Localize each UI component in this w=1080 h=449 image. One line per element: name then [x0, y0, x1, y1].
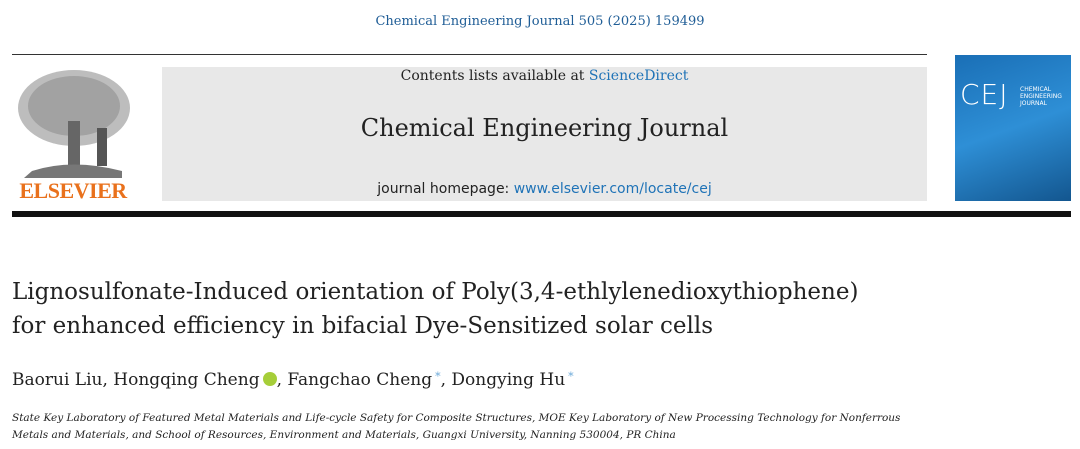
journal-band — [162, 67, 927, 201]
author-separator: , — [102, 370, 114, 390]
publisher: ELSEVIER — [19, 178, 127, 203]
journal-title: Chemical Engineering Journal — [360, 114, 729, 142]
cover-abbreviation: CEJ — [960, 78, 1009, 111]
homepage-prefix: journal homepage: — [377, 181, 514, 197]
sciencedirect-link[interactable]: ScienceDirect — [588, 68, 689, 84]
affiliation: State Key Laboratory of Featured Metal M… — [12, 412, 901, 441]
homepage-line: journal homepage: www.elsevier.com/locat… — [162, 181, 927, 197]
authors: Baorui Liu, Hongqing Cheng, Fangchao Che… — [12, 370, 574, 390]
rule — [12, 54, 927, 55]
citation[interactable]: Chemical Engineering Journal 505 (2025) … — [375, 14, 705, 29]
contents-prefix: Contents lists available at — [400, 68, 589, 84]
corresponding-mark[interactable]: * — [435, 370, 441, 383]
author-separator: , — [440, 370, 452, 390]
title-line: for enhanced efficiency in bifacial Dye-… — [12, 313, 714, 339]
journal-cover[interactable] — [955, 55, 1071, 201]
corresponding-mark[interactable]: * — [568, 370, 574, 383]
author-name[interactable]: Baorui Liu — [12, 370, 103, 390]
publisher-logo — [12, 66, 134, 178]
cover-name-line: JOURNAL — [1020, 100, 1047, 107]
cover-name: CHEMICAL ENGINEERING JOURNAL — [1020, 86, 1062, 107]
homepage-link[interactable]: www.elsevier.com/locate/cej — [513, 181, 712, 197]
title-line: Lignosulfonate-Induced orientation of Po… — [12, 279, 859, 305]
author-name[interactable]: Dongying Hu — [451, 370, 566, 390]
author-name[interactable]: Hongqing Cheng — [113, 370, 260, 390]
cover-name-line: ENGINEERING — [1020, 93, 1062, 100]
orcid-icon[interactable] — [262, 372, 277, 386]
contents-line: Contents lists available at ScienceDirec… — [162, 68, 927, 84]
cover-name-line: CHEMICAL — [1020, 86, 1052, 93]
header-bar — [12, 211, 1071, 217]
author-name[interactable]: Fangchao Cheng — [287, 370, 433, 390]
author-separator: , — [276, 370, 288, 390]
